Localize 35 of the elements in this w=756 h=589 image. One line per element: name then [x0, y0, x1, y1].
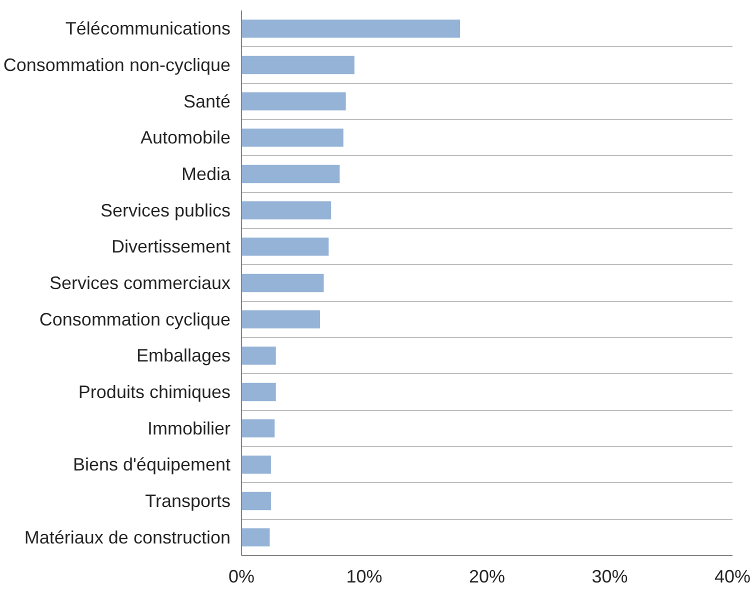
y-tick-label: Divertissement	[111, 236, 230, 257]
bar	[242, 128, 344, 147]
y-tick-label: Immobilier	[147, 418, 231, 438]
y-tick-label: Télécommunications	[65, 18, 231, 39]
y-tick-label: Matériaux de construction	[24, 527, 231, 548]
x-tick-label: 0%	[228, 566, 255, 586]
x-tick-label: 30%	[592, 566, 628, 586]
bar	[242, 56, 354, 74]
bar	[242, 310, 320, 328]
x-tick-label: 40%	[714, 566, 751, 586]
bar	[242, 238, 329, 256]
y-tick-label: Transports	[145, 491, 230, 511]
bar	[242, 346, 276, 365]
bar	[242, 492, 271, 510]
y-tick-label: Media	[181, 164, 232, 184]
bar	[242, 528, 270, 546]
bar	[242, 92, 346, 110]
y-tick-label: Emballages	[136, 346, 231, 366]
y-tick-label: Biens d'équipement	[72, 454, 231, 475]
x-tick-label: 20%	[468, 566, 506, 586]
y-tick-label: Automobile	[140, 128, 231, 148]
bar	[242, 274, 324, 292]
y-tick-label: Services commerciaux	[49, 273, 230, 293]
y-tick-label: Consommation cyclique	[39, 309, 231, 330]
y-tick-label: Consommation non-cyclique	[3, 55, 230, 75]
y-tick-label: Produits chimiques	[78, 382, 231, 402]
bar	[242, 201, 332, 220]
bar	[242, 456, 271, 474]
bar	[242, 164, 340, 184]
y-tick-label: Services publics	[100, 200, 231, 220]
y-tick-label: Santé	[183, 91, 231, 112]
bar	[242, 382, 276, 402]
x-tick-label: 10%	[346, 566, 382, 586]
bar	[242, 20, 460, 38]
bar	[242, 419, 275, 438]
